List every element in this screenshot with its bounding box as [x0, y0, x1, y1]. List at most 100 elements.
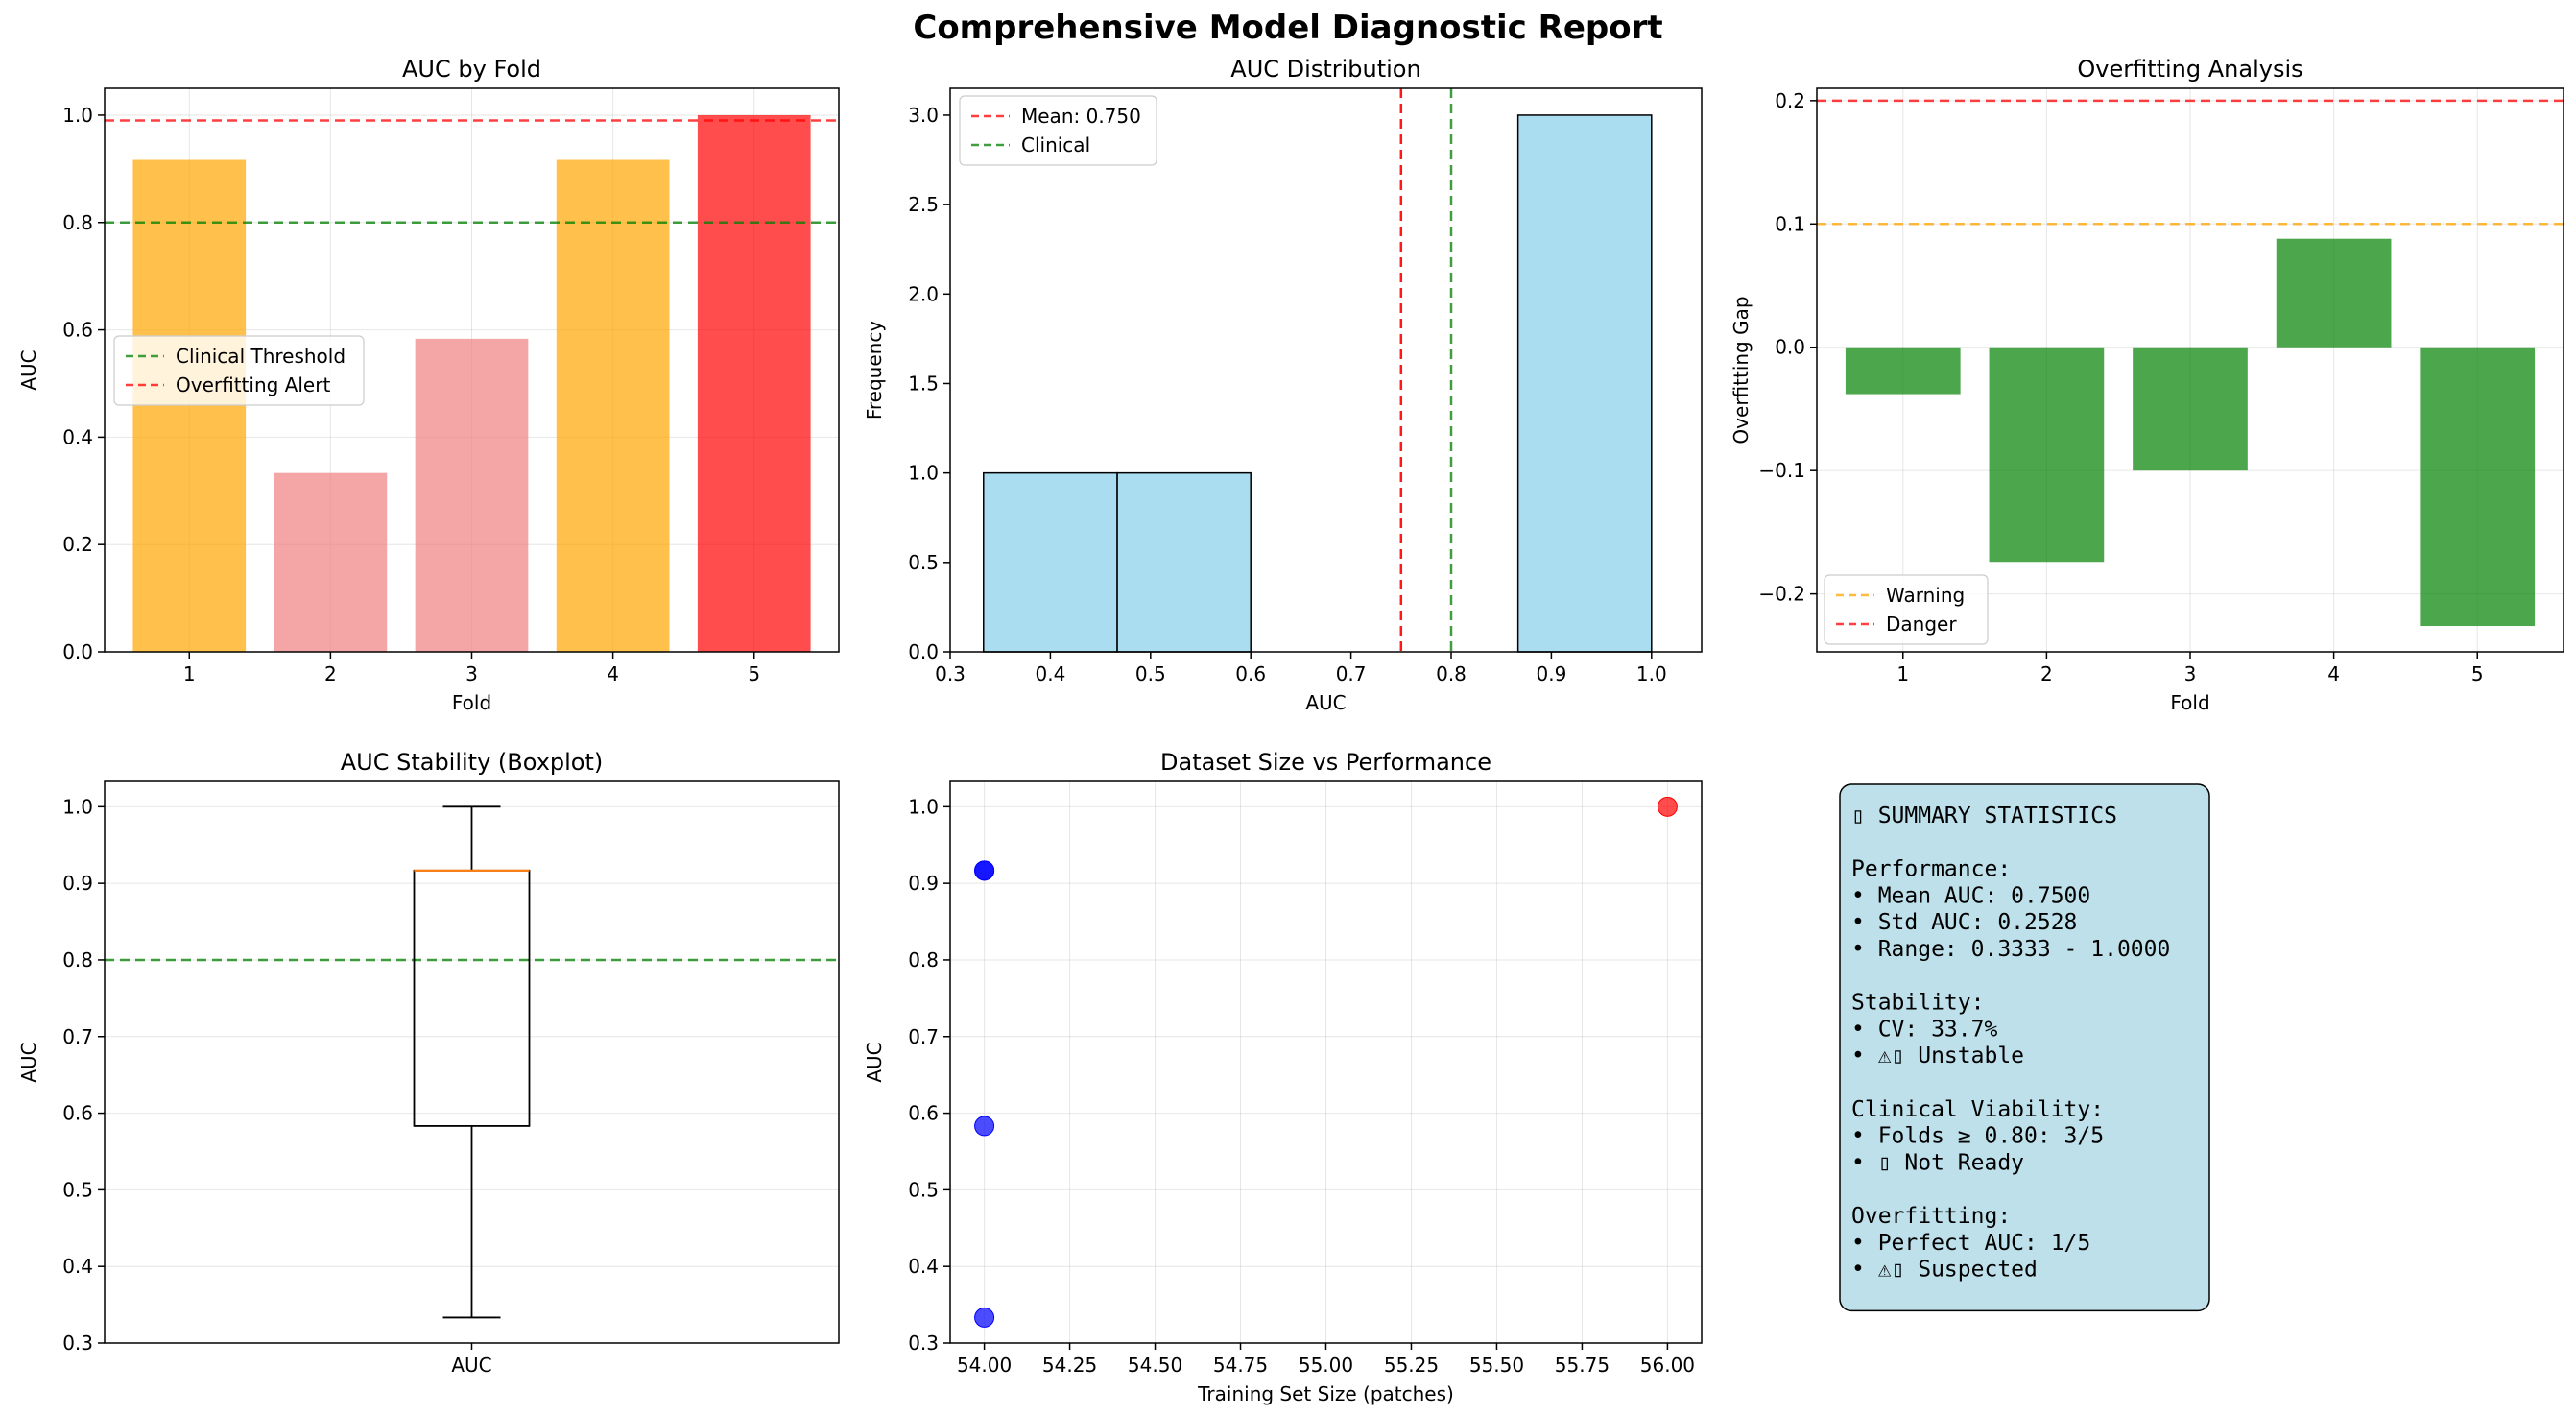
x-tick-label: 4	[2327, 662, 2340, 685]
x-tick-label: 54.25	[1042, 1354, 1097, 1377]
scatter-point-5	[1657, 796, 1678, 817]
legend: Mean: 0.750 Clinical	[959, 95, 1157, 166]
axes-frame	[949, 780, 1703, 1344]
y-tick-label: 1.0	[62, 795, 93, 818]
panel-auc-distribution: 0.0 0.5 1.0 1.5 2.0 2.5 3.0 0.3 0.4 0.5 0.6 0.7 0.8 0…	[863, 56, 1703, 714]
y-tick-label: 0.5	[62, 1178, 93, 1201]
y-tick-label: 0.2	[62, 533, 93, 556]
panel-title: AUC Distribution	[1230, 56, 1420, 83]
histogram-bin-1	[983, 471, 1118, 653]
bar-fold-4	[556, 159, 670, 652]
bar-fold-5	[2420, 347, 2536, 627]
y-tick-label: 0.0	[1775, 336, 1805, 359]
legend-label: Clinical Threshold	[176, 345, 346, 368]
x-tick-label: AUC	[451, 1354, 491, 1377]
panel-title: Overfitting Analysis	[2077, 56, 2302, 83]
axes-frame	[104, 780, 840, 1344]
x-tick-label: 1	[183, 662, 196, 685]
legend-frame	[1824, 574, 1989, 645]
x-tick-label: 55.00	[1299, 1354, 1353, 1377]
x-tick-label: 0.5	[1135, 662, 1166, 685]
x-tick-label: 1	[1896, 662, 1909, 685]
summary-line: • ▯ Not Ready	[1851, 1150, 2024, 1175]
panel-title: AUC by Fold	[402, 56, 541, 83]
bar-fold-5	[697, 114, 811, 652]
x-tick-label: 0.6	[1235, 662, 1266, 685]
axes-frame	[1816, 87, 2564, 653]
y-tick-label: 0.3	[62, 1332, 93, 1355]
y-tick-label: 0.1	[1775, 212, 1805, 235]
y-tick-label: 0.7	[62, 1025, 93, 1048]
x-tick-label: 54.75	[1213, 1354, 1268, 1377]
bar-fold-4	[2276, 238, 2392, 348]
y-tick-label: 0.4	[62, 1255, 93, 1278]
summary-line: • Mean AUC: 0.7500	[1851, 883, 2090, 908]
x-tick-label: 0.8	[1436, 662, 1467, 685]
y-tick-label: 0.3	[908, 1332, 939, 1355]
summary-line: Clinical Viability:	[1851, 1097, 2104, 1122]
x-tick-label: 3	[465, 662, 478, 685]
y-tick-label: 1.0	[908, 462, 939, 485]
y-tick-label: 0.0	[908, 640, 939, 663]
y-tick-label: 1.5	[908, 372, 939, 395]
summary-line: • ⚠▯ Unstable	[1851, 1044, 2024, 1068]
x-tick-label: 0.3	[935, 662, 966, 685]
legend-label: Overfitting Alert	[176, 373, 330, 396]
panel-title: Dataset Size vs Performance	[1160, 749, 1491, 776]
y-tick-label: 0.5	[908, 551, 939, 574]
summary-line: Overfitting:	[1851, 1204, 2011, 1229]
x-axis-label: AUC	[1305, 691, 1346, 714]
y-tick-label: 0.9	[908, 872, 939, 895]
y-tick-label: 0.8	[62, 948, 93, 972]
x-tick-label: 55.50	[1469, 1354, 1524, 1377]
y-tick-label: −0.2	[1758, 583, 1805, 606]
x-tick-label: 5	[2471, 662, 2484, 685]
legend-label: Danger	[1886, 612, 1957, 636]
y-tick-label: 1.0	[908, 795, 939, 818]
x-tick-label: 0.7	[1336, 662, 1367, 685]
summary-line: • ⚠▯ Suspected	[1851, 1258, 2038, 1283]
bar-fold-3	[2133, 347, 2248, 471]
panel-auc-stability: 0.3 0.4 0.5 0.6 0.7 0.8 0.9 1.0 AUC AUC Stability…	[17, 749, 840, 1377]
x-axis-label: Fold	[2170, 691, 2209, 714]
x-tick-label: 56.00	[1640, 1354, 1695, 1377]
y-axis-label: Frequency	[863, 321, 886, 420]
legend-label: Warning	[1886, 584, 1965, 607]
bar-fold-2	[274, 472, 388, 652]
scatter-point-2	[974, 1307, 995, 1328]
y-tick-label: 0.2	[1775, 89, 1805, 112]
x-tick-label: 55.25	[1384, 1354, 1439, 1377]
scatter-point-4	[974, 860, 995, 881]
panel-title: AUC Stability (Boxplot)	[341, 749, 604, 776]
x-tick-label: 5	[748, 662, 760, 685]
y-tick-label: 0.4	[62, 425, 93, 448]
y-axis-label: AUC	[17, 1042, 40, 1082]
y-tick-label: 0.4	[908, 1255, 939, 1278]
bar-fold-1	[132, 159, 247, 652]
summary-line: • Std AUC: 0.2528	[1851, 910, 2077, 935]
y-tick-label: 1.0	[62, 104, 93, 127]
y-tick-label: 2.0	[908, 282, 939, 305]
y-tick-label: 0.8	[62, 211, 93, 234]
summary-line: Stability:	[1851, 991, 1984, 1016]
x-tick-label: 2	[324, 662, 337, 685]
scatter-point-3	[974, 1116, 995, 1137]
y-axis-label: Overfitting Gap	[1729, 296, 1753, 444]
summary-line: • CV: 33.7%	[1851, 1017, 1997, 1042]
y-tick-label: 0.5	[908, 1178, 939, 1201]
y-tick-label: 0.8	[908, 948, 939, 972]
x-axis-label: Training Set Size (patches)	[1197, 1382, 1454, 1405]
summary-line: • Folds ≥ 0.80: 3/5	[1851, 1124, 2104, 1149]
y-tick-label: 0.7	[908, 1025, 939, 1048]
summary-line: • Range: 0.3333 - 1.0000	[1851, 937, 2170, 962]
legend-label: Clinical	[1021, 133, 1090, 156]
axes-frame	[104, 87, 840, 653]
y-axis-label: AUC	[863, 1042, 886, 1082]
y-axis-label: AUC	[17, 349, 40, 390]
summary-panel: ▯ SUMMARY STATISTICS Performance:• Mean A…	[1839, 783, 2210, 1312]
x-tick-label: 0.9	[1536, 662, 1566, 685]
y-tick-label: 0.6	[62, 1102, 93, 1125]
bar-fold-2	[1989, 347, 2105, 563]
legend-frame	[113, 335, 365, 406]
